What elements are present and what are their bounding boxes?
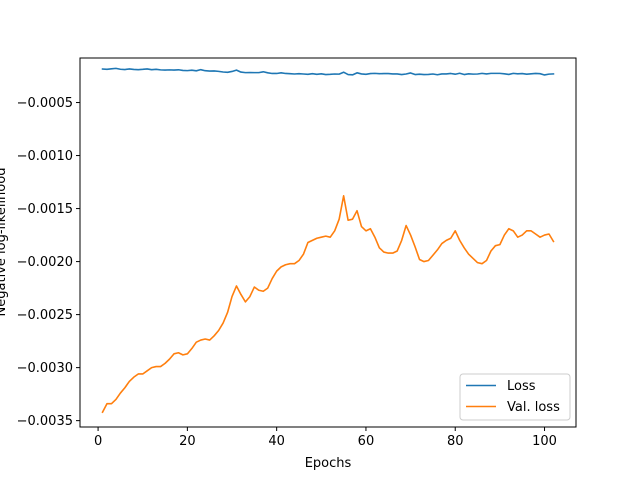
y-tick-label: −0.0020 [17,255,73,270]
legend-label-val-loss: Val. loss [507,400,560,415]
y-axis: −0.0035 −0.0030 −0.0025 −0.0020 −0.0015 −0.00… [17,96,80,429]
x-tick-label: 0 [94,434,102,449]
x-tick-label: 40 [268,434,285,449]
plot-frame [79,57,577,428]
y-tick-label: −0.0005 [17,96,73,111]
legend-label-loss: Loss [507,379,536,394]
y-tick-label: −0.0010 [17,149,73,164]
x-tick-label: 100 [532,434,557,449]
y-tick-label: −0.0035 [17,414,73,429]
series-line-loss [101,67,555,76]
y-axis-label: Negative log-likelihood [0,168,9,317]
y-tick-label: −0.0015 [17,202,73,217]
legend: Loss Val. loss [459,373,571,421]
x-axis-label: Epochs [305,456,352,471]
x-tick-label: 80 [447,434,464,449]
series-layer [101,67,555,414]
series-line-val-loss [101,195,555,414]
y-tick-label: −0.0030 [17,361,73,376]
x-axis: 0 20 40 60 80 100 [94,427,557,449]
y-tick-label: −0.0025 [17,308,73,323]
x-tick-label: 20 [179,434,196,449]
x-tick-label: 60 [358,434,375,449]
